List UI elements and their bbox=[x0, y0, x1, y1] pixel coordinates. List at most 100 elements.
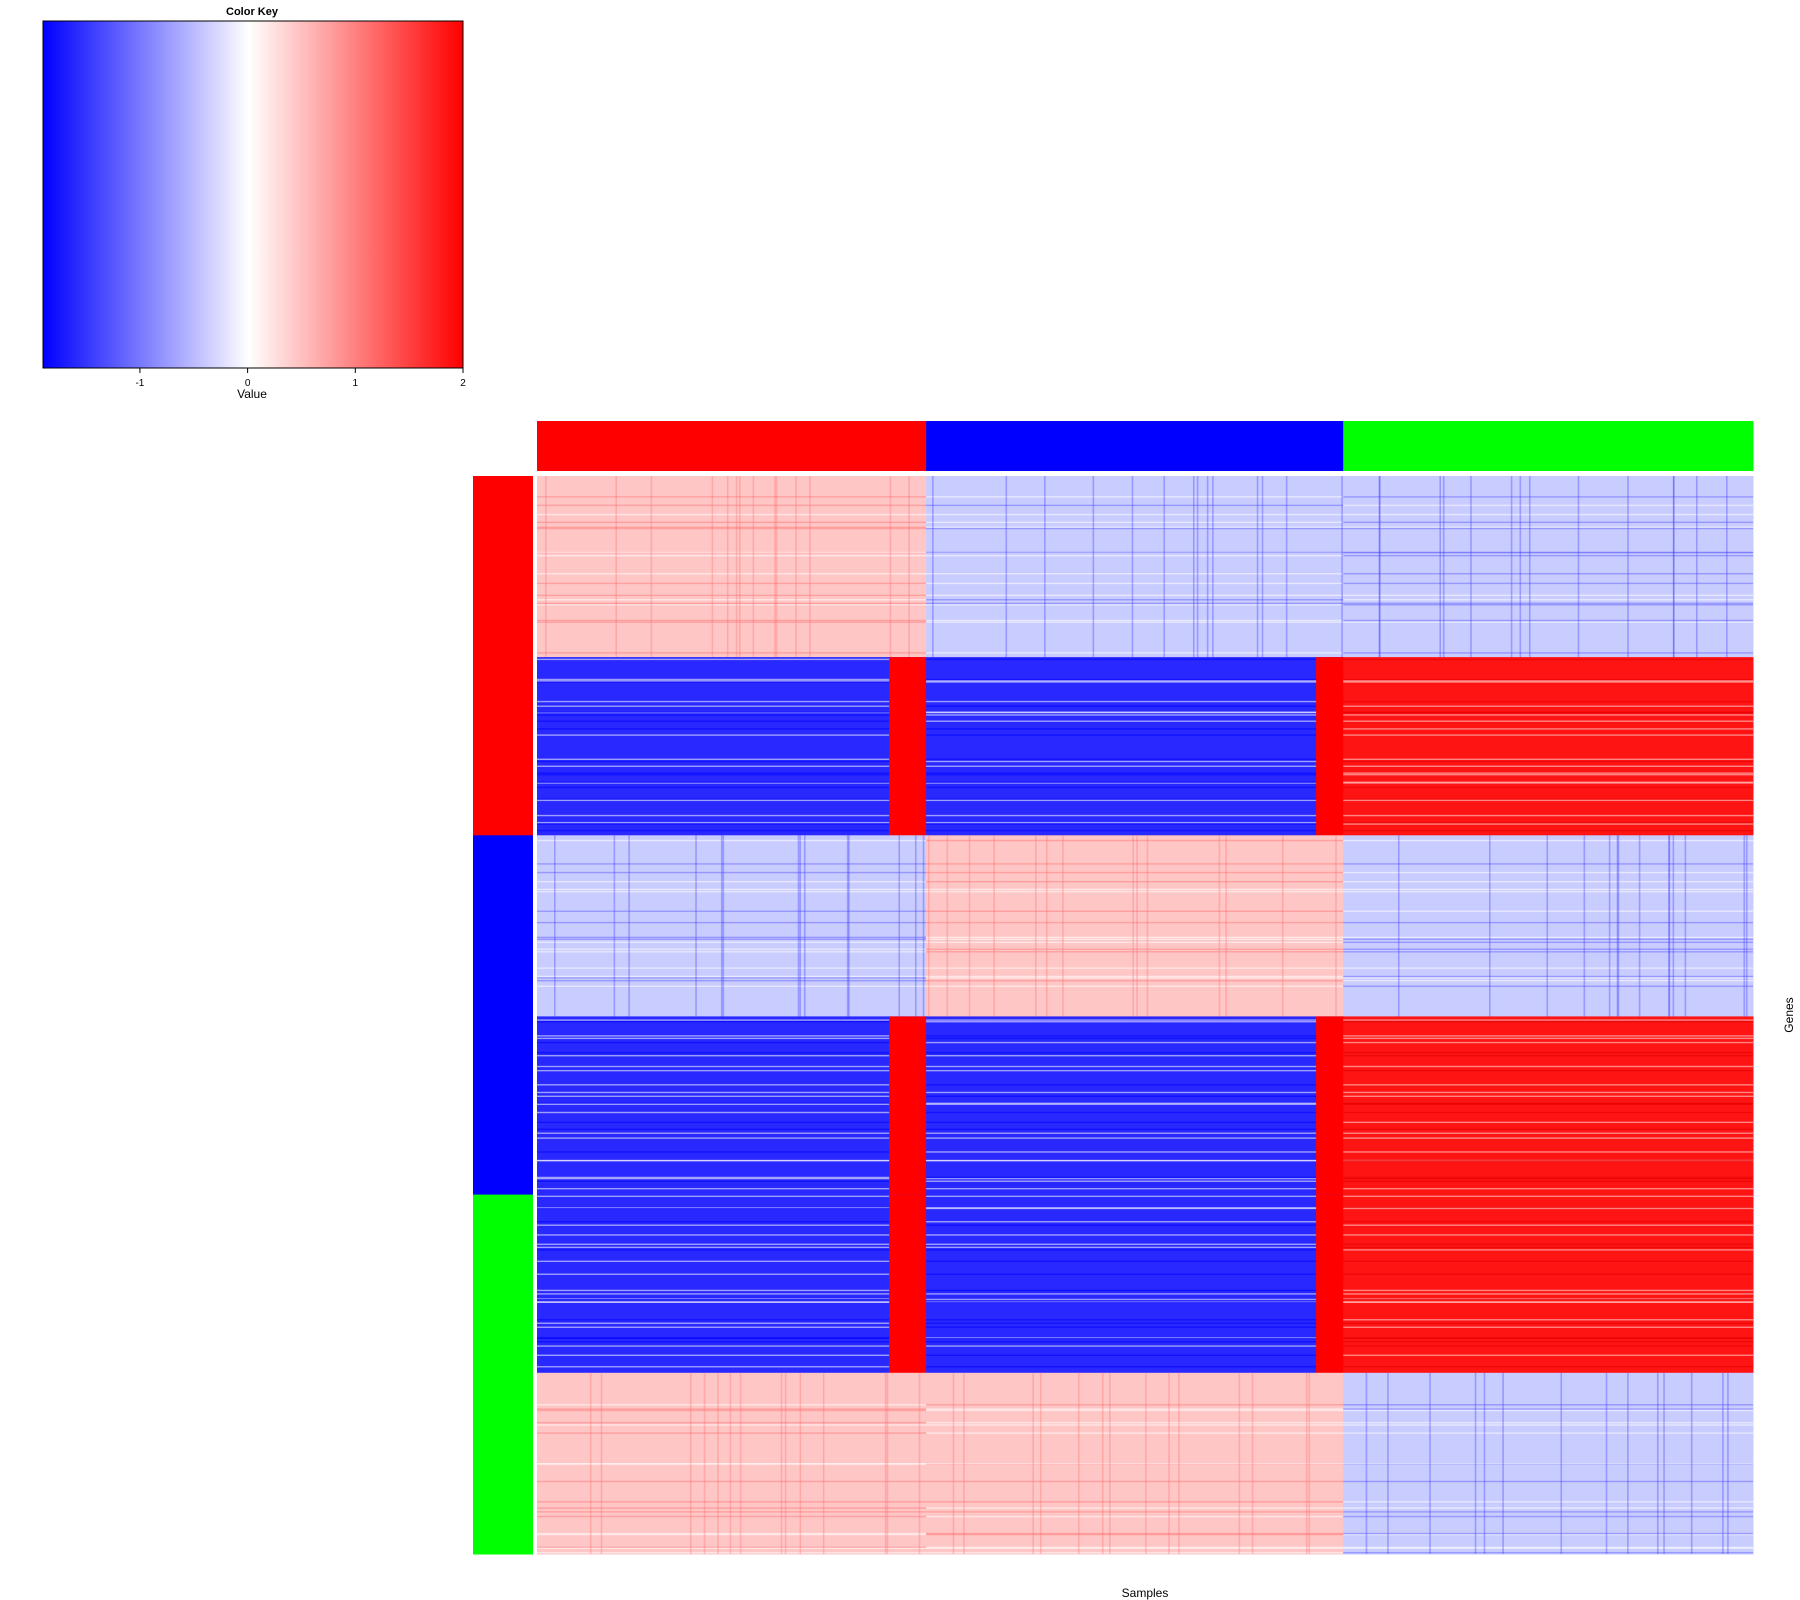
heatmap-streak bbox=[537, 951, 927, 953]
heatmap-streak bbox=[537, 513, 927, 516]
heatmap-column-streak bbox=[1196, 476, 1199, 658]
heatmap-streak bbox=[926, 951, 1344, 953]
heatmap-streak bbox=[537, 977, 927, 979]
heatmap-streak bbox=[1343, 1507, 1753, 1509]
heatmap-streak bbox=[1343, 1408, 1753, 1410]
heatmap-streak bbox=[537, 1111, 890, 1114]
heatmap-streak bbox=[537, 1319, 890, 1321]
heatmap-column-streak bbox=[889, 476, 892, 658]
heatmap-streak bbox=[926, 1187, 1317, 1190]
heatmap-streak bbox=[1343, 977, 1753, 979]
heatmap-streak bbox=[1343, 938, 1753, 940]
heatmap-streak bbox=[1343, 602, 1753, 605]
heatmap-streak bbox=[537, 781, 890, 783]
heatmap-column-streak bbox=[809, 476, 811, 658]
heatmap-streak bbox=[1343, 1102, 1753, 1105]
heatmap-streak bbox=[926, 1159, 1317, 1162]
heatmap-column-streak bbox=[1488, 835, 1491, 1017]
heatmap-tail-block bbox=[1316, 1016, 1344, 1196]
heatmap-streak bbox=[926, 728, 1317, 730]
heatmap-column-streak bbox=[1092, 476, 1095, 658]
heatmap-streak bbox=[537, 1546, 927, 1549]
heatmap-streak bbox=[1343, 1546, 1753, 1549]
heatmap-streak bbox=[926, 1195, 1317, 1198]
heatmap-block bbox=[1343, 1016, 1754, 1196]
heatmap-streak bbox=[537, 890, 927, 893]
heatmap-column-streak bbox=[1668, 835, 1670, 1017]
heatmap-streak bbox=[1343, 714, 1753, 716]
heatmap-streak bbox=[537, 1051, 890, 1054]
heatmap-streak bbox=[926, 1322, 1317, 1324]
heatmap-streak bbox=[1343, 1224, 1753, 1226]
heatmap-streak bbox=[1343, 871, 1753, 874]
color-key-value-label: Value bbox=[237, 387, 267, 401]
heatmap-streak bbox=[1343, 1051, 1753, 1054]
heatmap-column-streak bbox=[1510, 476, 1513, 658]
heatmap-streak bbox=[537, 1424, 927, 1426]
color-key-title: Color Key bbox=[226, 6, 279, 18]
heatmap-column-streak bbox=[1726, 476, 1728, 658]
heatmap-column-streak bbox=[1684, 835, 1687, 1017]
heatmap-streak bbox=[1343, 1552, 1753, 1554]
heatmap-streak bbox=[537, 551, 927, 554]
heatmap-streak bbox=[537, 526, 927, 528]
heatmap-streak bbox=[537, 1289, 890, 1292]
heatmap-streak bbox=[1343, 1289, 1753, 1292]
heatmap-streak bbox=[537, 772, 890, 774]
heatmap-streak bbox=[537, 1341, 890, 1343]
heatmap-streak bbox=[537, 1547, 927, 1550]
heatmap-streak bbox=[926, 1243, 1317, 1246]
heatmap-block bbox=[537, 476, 927, 658]
heatmap-streak bbox=[537, 773, 890, 776]
heatmap-streak bbox=[926, 938, 1344, 940]
heatmap-column-streak bbox=[1044, 476, 1046, 658]
heatmap-streak bbox=[1343, 781, 1753, 783]
heatmap-column-streak bbox=[1251, 1372, 1254, 1554]
heatmap-column-streak bbox=[918, 1372, 921, 1554]
heatmap-block bbox=[537, 1016, 927, 1196]
heatmap-streak bbox=[537, 711, 890, 713]
heatmap-streak bbox=[926, 1051, 1317, 1054]
heatmap-streak bbox=[926, 798, 1317, 801]
heatmap-streak bbox=[537, 1511, 927, 1513]
heatmap-streak bbox=[1343, 975, 1753, 978]
heatmap-streak bbox=[537, 936, 927, 939]
heatmap-column-streak bbox=[689, 1372, 692, 1554]
heatmap-streak bbox=[926, 814, 1317, 817]
heatmap-streak bbox=[926, 1462, 1344, 1465]
heatmap-streak bbox=[537, 681, 890, 683]
heatmap-column-streak bbox=[932, 476, 934, 658]
heatmap-column-streak bbox=[927, 835, 930, 1017]
heatmap-streak bbox=[1343, 1273, 1753, 1275]
heatmap-streak bbox=[1343, 823, 1753, 825]
heatmap-streak bbox=[926, 1404, 1344, 1406]
heatmap-streak bbox=[926, 714, 1317, 716]
heatmap-column-streak bbox=[1032, 1372, 1035, 1554]
heatmap-column-streak bbox=[553, 835, 556, 1017]
heatmap-streak bbox=[926, 1547, 1344, 1550]
heatmap-column-streak bbox=[1341, 476, 1343, 658]
heatmap-streak bbox=[537, 1293, 890, 1295]
heatmap-column-streak bbox=[1218, 835, 1221, 1017]
heatmap-streak bbox=[537, 582, 927, 585]
heatmap-column-streak bbox=[799, 1372, 802, 1554]
heatmap-streak bbox=[537, 521, 927, 524]
heatmap-streak bbox=[1343, 521, 1753, 524]
heatmap-column-streak bbox=[1439, 476, 1441, 658]
heatmap-column-streak bbox=[752, 476, 755, 658]
heatmap-streak bbox=[1343, 798, 1753, 801]
heatmap-column-streak bbox=[1145, 1372, 1147, 1554]
heatmap-column-streak bbox=[1577, 476, 1580, 658]
heatmap-column-streak bbox=[545, 476, 547, 658]
heatmap-streak bbox=[926, 1037, 1317, 1040]
heatmap-streak bbox=[926, 573, 1344, 575]
heatmap-streak bbox=[1343, 814, 1753, 817]
heatmap-column-streak bbox=[1146, 835, 1149, 1017]
heatmap-column-streak bbox=[1502, 1372, 1504, 1554]
heatmap-column-streak bbox=[1745, 835, 1748, 1017]
heatmap-block bbox=[537, 835, 927, 1017]
heatmap-column-streak bbox=[1672, 476, 1675, 658]
heatmap-streak bbox=[537, 1102, 890, 1105]
heatmap-streak bbox=[537, 1234, 890, 1236]
heatmap-streak bbox=[1343, 678, 1753, 681]
